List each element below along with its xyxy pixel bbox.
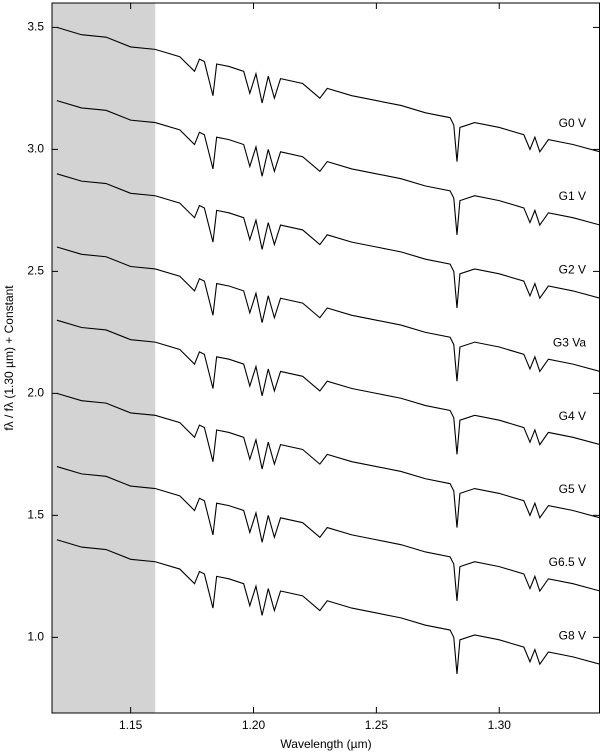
series-label: G4 V: [559, 409, 586, 423]
series-label: G8 V: [559, 628, 586, 642]
y-axis-title: fλ / fλ (1.30 µm) + Constant: [2, 285, 16, 431]
y-tick-label: 2.0: [27, 386, 44, 400]
x-axis-title: Wavelength (µm): [280, 737, 371, 751]
x-tick-label: 1.25: [365, 718, 389, 732]
spectrum-line: [56, 26, 600, 162]
x-tick-label: 1.15: [119, 718, 143, 732]
series-label: G1 V: [559, 189, 586, 203]
x-tick-label: 1.30: [488, 718, 512, 732]
y-tick-label: 1.5: [27, 508, 44, 522]
series-label: G3 Va: [553, 336, 586, 350]
spectrum-line: [56, 466, 600, 601]
y-tick-label: 1.0: [27, 630, 44, 644]
y-tick-label: 3.0: [27, 142, 44, 156]
y-tick-label: 2.5: [27, 264, 44, 278]
series-label: G6.5 V: [549, 555, 586, 569]
series-label: G5 V: [559, 482, 586, 496]
spectrum-line: [56, 539, 600, 675]
series-label: G2 V: [559, 262, 586, 276]
y-tick-label: 3.5: [27, 20, 44, 34]
spectrum-line: [56, 392, 600, 528]
series-label: G0 V: [559, 116, 586, 130]
shaded-region: [52, 3, 156, 713]
spectrum-line: [56, 100, 600, 235]
spectrum-line: [56, 246, 600, 382]
x-tick-label: 1.20: [242, 718, 266, 732]
spectrum-line: [56, 173, 600, 309]
spectrum-line: [56, 319, 600, 455]
